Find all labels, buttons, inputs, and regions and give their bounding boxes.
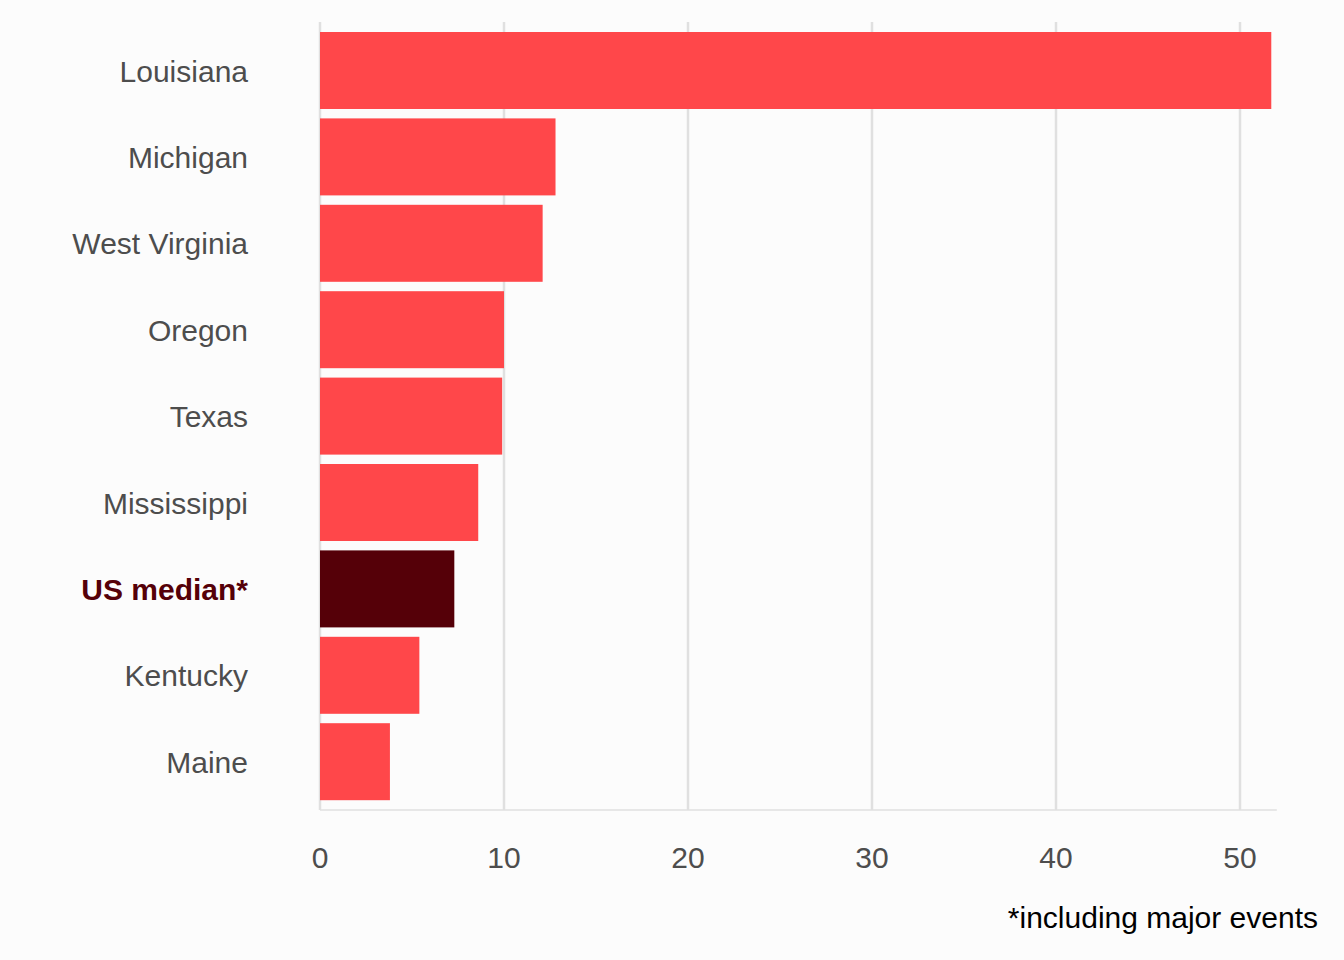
bar — [320, 118, 556, 195]
bar — [320, 550, 454, 627]
tick-label: 0 — [312, 841, 329, 874]
chart-svg: 0 10 20 30 40 50 Louisiana Michigan West Virgini… — [0, 0, 1344, 960]
category-label: US median* — [81, 573, 248, 606]
category-label: West Virginia — [72, 227, 248, 260]
background — [0, 0, 1344, 960]
tick-label: 10 — [487, 841, 520, 874]
bar — [320, 637, 419, 714]
bar — [320, 464, 478, 541]
category-label: Kentucky — [125, 659, 248, 692]
category-label: Maine — [166, 746, 248, 779]
category-label: Michigan — [128, 141, 248, 174]
tick-label: 20 — [671, 841, 704, 874]
annotation: *including major events — [1008, 901, 1318, 934]
category-label: Louisiana — [120, 55, 249, 88]
tick-label: 40 — [1039, 841, 1072, 874]
bar — [320, 32, 1271, 109]
bar — [320, 291, 504, 368]
chart: 0 10 20 30 40 50 Louisiana Michigan West Virgini… — [0, 0, 1344, 960]
grid-line — [687, 22, 690, 810]
grid-line — [871, 22, 874, 810]
category-label: Oregon — [148, 314, 248, 347]
axis-line — [320, 809, 1277, 811]
tick-label: 30 — [855, 841, 888, 874]
bar — [320, 205, 543, 282]
tick-label: 50 — [1223, 841, 1256, 874]
bars — [320, 32, 1271, 800]
bar — [320, 723, 390, 800]
category-label: Mississippi — [103, 487, 248, 520]
category-label: Texas — [170, 400, 248, 433]
bar — [320, 378, 502, 455]
grid-line — [1055, 22, 1058, 810]
grid-line — [1239, 22, 1242, 810]
